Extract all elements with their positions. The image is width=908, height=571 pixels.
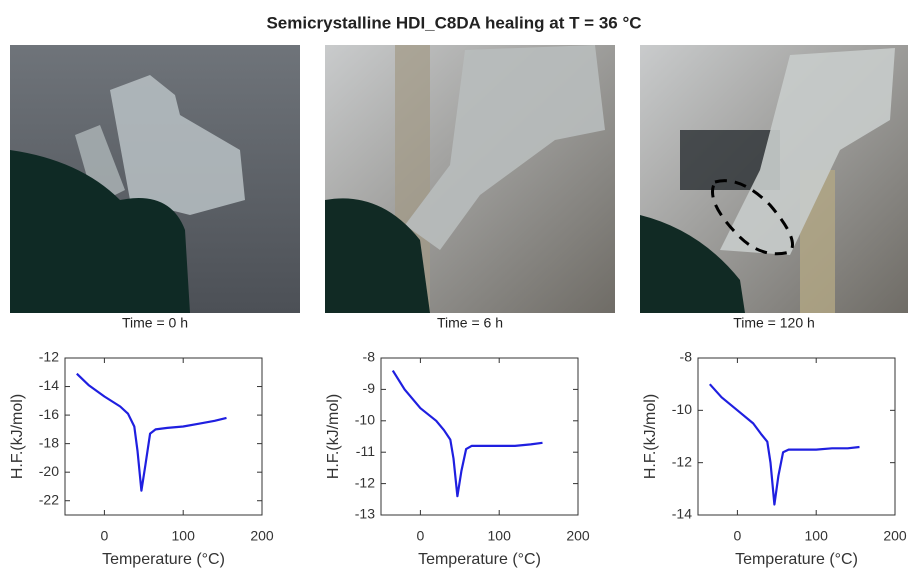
y-axis-label: H.F.(kJ/mol) — [9, 394, 26, 479]
plot-frame — [64, 357, 263, 516]
y-tick-label: -22 — [39, 491, 59, 507]
x-tick-label: 100 — [172, 528, 196, 544]
y-tick-label: -16 — [39, 406, 59, 422]
x-axis-label: Temperature (°C) — [418, 551, 541, 568]
x-axis-label: Temperature (°C) — [735, 551, 858, 568]
y-tick-label: -8 — [680, 349, 693, 365]
x-tick-label: 100 — [805, 528, 829, 544]
y-tick-label: -12 — [39, 349, 59, 365]
photo-caption: Time = 6 h — [437, 315, 503, 331]
x-tick-label: 0 — [101, 528, 109, 544]
x-tick-label: 200 — [566, 528, 590, 544]
x-tick-label: 0 — [417, 528, 425, 544]
y-tick-label: -11 — [356, 443, 375, 459]
y-axis-label: H.F.(kJ/mol) — [642, 394, 659, 479]
y-tick-label: -10 — [672, 401, 692, 417]
y-tick-label: -9 — [363, 380, 376, 396]
photo — [640, 45, 908, 313]
y-tick-label: -12 — [355, 474, 375, 490]
y-tick-label: -13 — [355, 506, 375, 522]
x-tick-label: 200 — [883, 528, 907, 544]
photo — [325, 45, 615, 313]
figure-title: Semicrystalline HDI_C8DA healing at T = … — [266, 13, 641, 32]
x-tick-label: 0 — [734, 528, 742, 544]
y-tick-label: -8 — [363, 349, 376, 365]
data-line — [391, 370, 543, 498]
x-tick-label: 200 — [250, 528, 274, 544]
photo — [10, 45, 300, 313]
y-tick-label: -20 — [39, 463, 59, 479]
y-axis-label: H.F.(kJ/mol) — [325, 394, 342, 479]
y-tick-label: -12 — [672, 453, 692, 469]
x-axis-label: Temperature (°C) — [102, 551, 225, 568]
photo-caption: Time = 0 h — [122, 315, 188, 331]
y-tick-label: -10 — [355, 412, 375, 428]
y-tick-label: -14 — [672, 506, 692, 522]
data-line — [708, 383, 860, 506]
photo-caption: Time = 120 h — [733, 315, 815, 331]
x-tick-label: 100 — [488, 528, 512, 544]
plot-frame — [380, 357, 579, 516]
data-line — [76, 372, 227, 492]
plot-frame — [697, 357, 896, 516]
y-tick-label: -14 — [39, 377, 59, 393]
y-tick-label: -18 — [39, 434, 59, 450]
